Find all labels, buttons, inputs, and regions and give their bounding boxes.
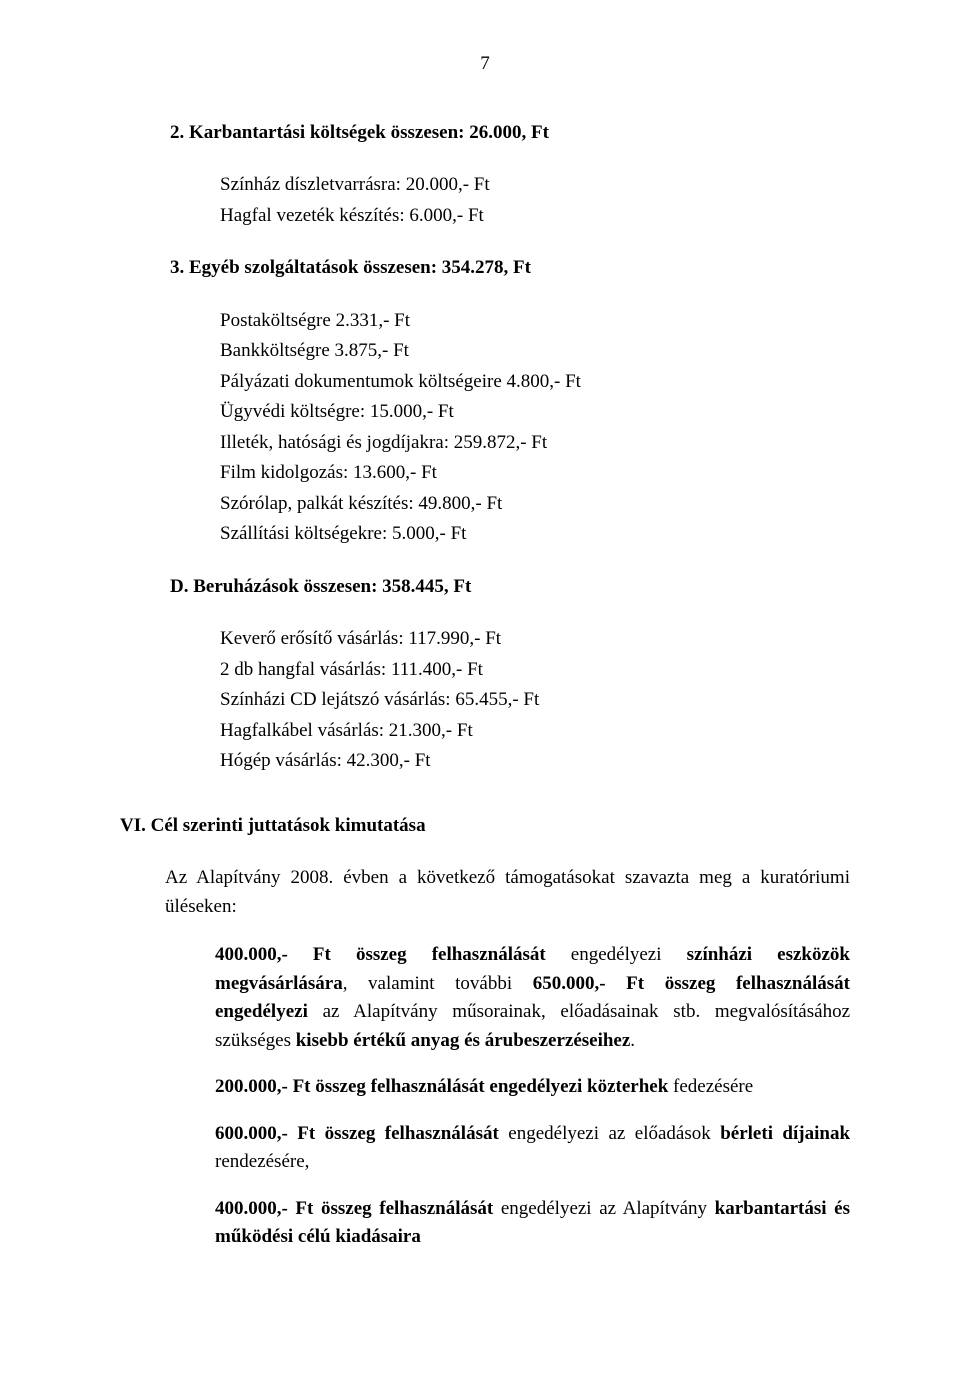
section-2-heading: 2. Karbantartási költségek összesen: 26.… xyxy=(170,119,850,148)
page-number: 7 xyxy=(120,50,850,79)
amount-paragraph-4: 400.000,- Ft összeg felhasználását enged… xyxy=(215,1195,850,1252)
text-run: , valamint további xyxy=(343,973,533,994)
line-item: Hagfalkábel vásárlás: 21.300,- Ft xyxy=(220,717,850,746)
section-2-items: Színház díszletvarrásra: 20.000,- Ft Hag… xyxy=(220,171,850,230)
line-item: Szállítási költségekre: 5.000,- Ft xyxy=(220,520,850,549)
text-run: . xyxy=(630,1030,635,1051)
amount-paragraph-1: 400.000,- Ft összeg felhasználását enged… xyxy=(215,941,850,1055)
text-run: kisebb értékű anyag és árubeszerzéseihez xyxy=(296,1030,631,1051)
line-item: Illeték, hatósági és jogdíjakra: 259.872… xyxy=(220,429,850,458)
line-item: Bankköltségre 3.875,- Ft xyxy=(220,337,850,366)
vi-intro: Az Alapítvány 2008. évben a következő tá… xyxy=(165,864,850,921)
text-run: 200.000,- Ft összeg felhasználását enged… xyxy=(215,1076,673,1097)
text-run: 400.000,- Ft összeg felhasználását xyxy=(215,1198,501,1219)
text-run: fedezésére xyxy=(673,1076,753,1097)
section-3-items: Postaköltségre 2.331,- Ft Bankköltségre … xyxy=(220,307,850,549)
document-page: 7 2. Karbantartási költségek összesen: 2… xyxy=(0,0,960,1399)
line-item: Hagfal vezeték készítés: 6.000,- Ft xyxy=(220,202,850,231)
line-item: 2 db hangfal vásárlás: 111.400,- Ft xyxy=(220,656,850,685)
text-run: engedélyezi az Alapítvány xyxy=(501,1198,715,1219)
section-vi-heading: VI. Cél szerinti juttatások kimutatása xyxy=(120,812,850,841)
line-item: Ügyvédi költségre: 15.000,- Ft xyxy=(220,398,850,427)
amount-paragraph-2: 200.000,- Ft összeg felhasználását enged… xyxy=(215,1073,850,1102)
line-item: Pályázati dokumentumok költségeire 4.800… xyxy=(220,368,850,397)
line-item: Színház díszletvarrásra: 20.000,- Ft xyxy=(220,171,850,200)
text-run: 600.000,- Ft összeg felhasználását xyxy=(215,1123,508,1144)
section-d-items: Keverő erősítő vásárlás: 117.990,- Ft 2 … xyxy=(220,625,850,776)
line-item: Keverő erősítő vásárlás: 117.990,- Ft xyxy=(220,625,850,654)
line-item: Hógép vásárlás: 42.300,- Ft xyxy=(220,747,850,776)
text-run: rendezésére, xyxy=(215,1151,309,1172)
section-3-heading: 3. Egyéb szolgáltatások összesen: 354.27… xyxy=(170,254,850,283)
line-item: Postaköltségre 2.331,- Ft xyxy=(220,307,850,336)
line-item: Film kidolgozás: 13.600,- Ft xyxy=(220,459,850,488)
text-run: 400.000,- Ft összeg felhasználását xyxy=(215,944,571,965)
line-item: Szórólap, palkát készítés: 49.800,- Ft xyxy=(220,490,850,519)
line-item: Színházi CD lejátszó vásárlás: 65.455,- … xyxy=(220,686,850,715)
text-run: engedélyezi xyxy=(571,944,687,965)
section-d-heading: D. Beruházások összesen: 358.445, Ft xyxy=(170,573,850,602)
text-run: engedélyezi az előadások xyxy=(508,1123,720,1144)
text-run: bérleti díjainak xyxy=(720,1123,850,1144)
amount-paragraph-3: 600.000,- Ft összeg felhasználását enged… xyxy=(215,1120,850,1177)
